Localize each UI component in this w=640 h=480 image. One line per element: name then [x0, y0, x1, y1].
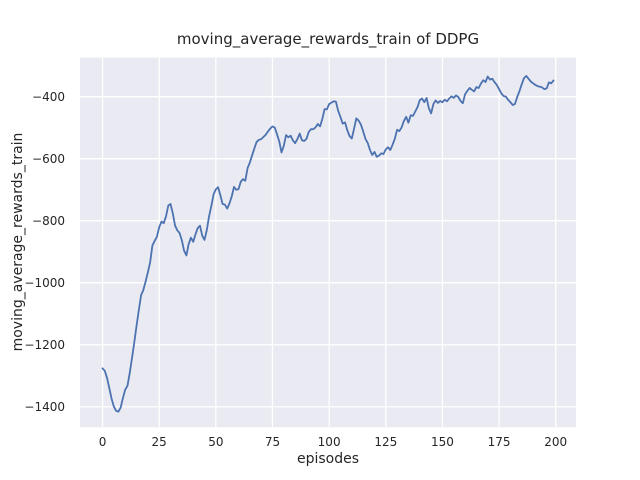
- grid-lines: [80, 57, 576, 428]
- x-tick-label: 100: [318, 435, 341, 449]
- x-tick-label: 50: [208, 435, 223, 449]
- reward-line: [101, 75, 555, 413]
- y-tick-label: −400: [32, 90, 65, 104]
- y-tick-label: −800: [32, 214, 65, 228]
- x-tick-label: 0: [99, 435, 107, 449]
- x-tick-label: 175: [488, 435, 511, 449]
- x-tick-label: 75: [265, 435, 280, 449]
- y-tick-label: −1400: [24, 400, 65, 414]
- x-tick-label: 25: [152, 435, 167, 449]
- y-tick-label: −1200: [24, 338, 65, 352]
- chart-title: moving_average_rewards_train of DDPG: [177, 30, 479, 49]
- x-tick-label: 125: [374, 435, 397, 449]
- x-tick-label: 200: [544, 435, 567, 449]
- y-axis-label: moving_average_rewards_train: [10, 133, 26, 352]
- x-tick-label: 150: [431, 435, 454, 449]
- plot-area: [80, 57, 576, 428]
- y-tick-label: −1000: [24, 276, 65, 290]
- x-tick-labels: 0 25 50 75 100 125 150 175 200: [99, 435, 567, 449]
- y-tick-labels: −400 −600 −800 −1000 −1200 −1400: [24, 90, 65, 414]
- y-tick-label: −600: [32, 152, 65, 166]
- x-axis-label: episodes: [297, 451, 359, 467]
